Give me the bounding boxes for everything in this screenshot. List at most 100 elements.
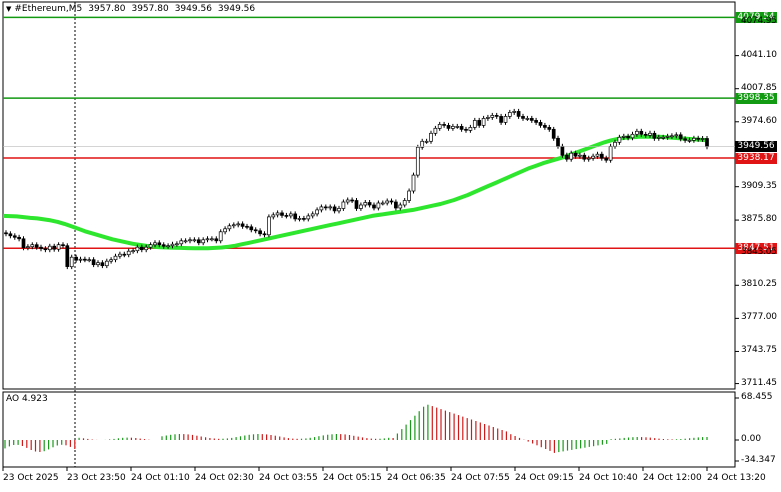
candle-body [687, 139, 692, 142]
price-plot-frame [2, 1, 736, 390]
candle-body [639, 130, 644, 135]
candle-body [284, 215, 289, 217]
ao-plot-frame [2, 391, 736, 468]
ao-indicator-label: AO 4.923 [6, 394, 48, 404]
candle-body [293, 213, 298, 220]
time-tick-label: 23 Oct 2025 [3, 473, 59, 483]
candle-body [249, 226, 254, 231]
candle-body [153, 242, 157, 246]
candle-body [87, 259, 92, 262]
candle-body [183, 240, 188, 243]
candle-body [564, 154, 569, 160]
candle-body [626, 135, 630, 139]
candle-body [402, 200, 407, 206]
price-tick-label: 4074.95 [741, 15, 777, 26]
candle-body [139, 246, 144, 251]
candle-body [170, 243, 175, 247]
moving-average-line [2, 134, 708, 251]
candle-body [83, 258, 87, 261]
candle-body [678, 134, 683, 140]
candle-body [459, 126, 464, 130]
candle-body [683, 138, 687, 141]
collapse-triangle-icon[interactable]: ▼ [6, 5, 12, 13]
candle-body [543, 125, 547, 128]
candle-body [240, 223, 245, 227]
candle-body [52, 245, 57, 250]
price-tick-label: 4007.85 [741, 82, 777, 93]
candle-body [582, 154, 587, 160]
symbol-name: #Ethereum,M5 [14, 4, 83, 14]
candle-body [652, 132, 657, 139]
time-tick-label: 24 Oct 01:10 [131, 473, 190, 483]
candle-body [635, 130, 639, 135]
candle-body [34, 244, 39, 248]
candle-body [486, 117, 490, 119]
candle-body [415, 146, 420, 176]
candle-body [643, 133, 648, 136]
price-tick-label: 3711.45 [741, 377, 777, 388]
time-tick-label: 24 Oct 02:30 [195, 473, 254, 483]
candle-body [591, 155, 595, 159]
candle-body [74, 256, 78, 261]
candle-body [271, 214, 276, 218]
time-tick-label: 24 Oct 03:55 [259, 473, 318, 483]
candle-body [608, 145, 613, 161]
candle-body [503, 116, 508, 123]
candle-body [359, 204, 363, 209]
candle-body [433, 127, 438, 134]
candle-body [705, 138, 709, 148]
candle-body [556, 137, 560, 147]
price-tick-label: 3875.80 [741, 214, 777, 225]
candle-body [218, 231, 223, 242]
time-tick-label: 24 Oct 05:15 [323, 473, 382, 483]
candle-body [78, 258, 83, 261]
candle-body [118, 253, 122, 257]
candle-body [420, 140, 425, 148]
candle-body [446, 125, 451, 129]
candle-body [437, 124, 442, 129]
candle-body [656, 136, 661, 139]
candle-body [201, 239, 206, 244]
candle-body [104, 260, 109, 267]
candle-body [4, 232, 8, 235]
candle-body [144, 246, 149, 251]
candle-body [407, 190, 411, 201]
current-price-tag: 3949.56 [735, 141, 777, 153]
candle-body [69, 256, 74, 268]
candle-body [192, 239, 197, 242]
candle-body [551, 128, 556, 139]
candle-body [464, 128, 468, 131]
candle-body [363, 202, 368, 206]
candle-body [692, 137, 696, 141]
level-tag-resistance-top: 4079.54 [735, 11, 777, 23]
time-tick-label: 24 Oct 12:00 [643, 473, 702, 483]
time-tick-label: 24 Oct 06:35 [387, 473, 446, 483]
price-tick-label: 3777.00 [741, 312, 777, 323]
candle-body [131, 250, 135, 253]
ohlc-open: 3957.80 [88, 4, 126, 14]
candle-body [525, 118, 530, 120]
candle-body [398, 204, 403, 209]
candle-body [328, 206, 333, 209]
time-tick-label: 23 Oct 23:50 [67, 473, 126, 483]
candle-body [380, 202, 385, 205]
level-tag-support-low: 3847.51 [735, 242, 777, 254]
candle-body [288, 213, 293, 217]
symbol-info: ▼ #Ethereum,M5 3957.80 3957.80 3949.56 3949.5… [6, 4, 261, 14]
candle-body [91, 259, 96, 266]
candle-body [578, 154, 582, 157]
candle-body [481, 118, 486, 126]
candle-body [547, 127, 552, 130]
candle-body [236, 223, 241, 226]
candle-body [424, 140, 429, 143]
candle-body [253, 229, 258, 232]
candle-body [227, 225, 232, 230]
candle-body [534, 120, 538, 123]
ohlc-close: 3949.56 [217, 4, 256, 14]
candle-body [109, 259, 113, 262]
price-tick-label: 3843.05 [741, 246, 777, 257]
candle-body [394, 201, 398, 209]
candle-body [494, 115, 499, 117]
